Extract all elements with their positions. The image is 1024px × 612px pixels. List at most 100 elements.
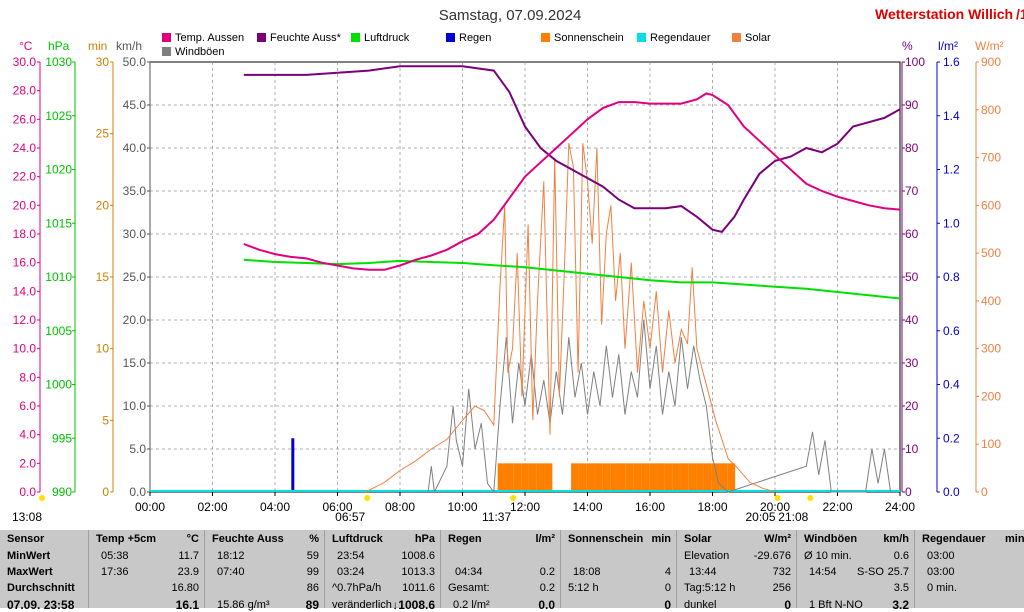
pressure-avg: 1011.6	[402, 582, 435, 594]
row-label-avg: Durchschnitt	[7, 582, 75, 594]
sunshine-bar	[657, 463, 665, 492]
humidity-max-time: 07:40	[217, 566, 245, 578]
axis-percent-tick-label: 80	[905, 141, 919, 155]
sunshine-bar	[544, 463, 553, 492]
axis-lm2-tick-label: 0.6	[943, 324, 960, 338]
axis-percent-tick-label: 0	[905, 485, 912, 499]
temp-now: 16.1	[175, 598, 199, 612]
temp-avg: 16.80	[171, 582, 199, 594]
legend-label: Windböen	[175, 46, 225, 58]
legend-label: Feuchte Auss*	[270, 32, 342, 44]
axis-celsius-tick-label: 22.0	[13, 170, 37, 184]
sunshine-unit: min	[651, 533, 671, 545]
col-humidity: Feuchte Auss % 18:12 59 07:40 99 86 15.8…	[204, 530, 325, 612]
axis-wm2-tick-label: 600	[981, 198, 1001, 212]
wind-title: Windböen	[804, 533, 858, 545]
wind-max-time: 14:54	[809, 566, 837, 578]
col-wind: Windböen km/h Ø 10 min. 0.6 14:54 S-SO 2…	[796, 530, 915, 612]
sunshine-bar	[633, 463, 642, 492]
axis-wm2-tick-label: 700	[981, 151, 1001, 165]
axis-celsius-tick-label: 6.0	[19, 399, 36, 413]
sunshine-bar	[719, 463, 728, 492]
axis-hpa-tick-label: 1005	[45, 324, 72, 338]
sunshine-bar	[578, 463, 587, 492]
axis-kmh-tick-label: 30.0	[123, 227, 147, 241]
col-pressure: Luftdruck hPa 23:54 1008.6 03:24 1013.3 …	[324, 530, 441, 612]
sunshine-bar	[711, 463, 720, 492]
temp-max-time: 17:36	[101, 566, 129, 578]
col-sunshine: Sonnenschein min 18:08 4 5:12 h 0 0	[560, 530, 677, 612]
axis-percent-tick-label: 50	[905, 270, 919, 284]
solar-line	[365, 143, 776, 493]
axis-kmh-tick-label: 50.0	[123, 55, 147, 69]
x-tick-label: 12:00	[510, 500, 540, 514]
col-rain: Regen l/m² 04:34 0.2 Gesamt: 0.2 0.2 l/m…	[440, 530, 561, 612]
sun-marker	[807, 495, 814, 501]
pressure-unit: hPa	[414, 533, 435, 545]
axis-celsius-tick-label: 18.0	[13, 227, 37, 241]
bar-series	[291, 438, 736, 492]
wind-avg10-label: Ø 10 min.	[804, 550, 852, 562]
sun-marker	[364, 495, 371, 501]
axis-lm2-tick-label: 0.0	[943, 485, 960, 499]
x-tick-label: 02:00	[197, 500, 227, 514]
x-axis: 00:00 02:00 04:00 06:00 08:00 10:00 12:00 14:00…	[135, 492, 915, 514]
axis-hpa-tick-label: 1025	[45, 109, 72, 123]
axis-celsius-tick-label: 12.0	[13, 313, 37, 327]
axis-celsius-tick-label: 2.0	[19, 456, 36, 470]
x-tick-label: 24:00	[885, 500, 915, 514]
axis-kmh-tick-label: 35.0	[123, 184, 147, 198]
axis-minutes-tick-label: 25	[96, 127, 110, 141]
sunshine-bar	[696, 463, 704, 492]
unit-percent: %	[902, 39, 913, 53]
axis-minutes-tick-label: 30	[96, 55, 110, 69]
pressure-title: Luftdruck	[332, 533, 383, 545]
rain-unit: l/m²	[535, 533, 555, 545]
sunshine-bar	[641, 463, 650, 492]
sunshine-hours: 5:12 h	[568, 582, 599, 594]
axis-celsius-tick-label: 24.0	[13, 141, 37, 155]
x-tick-label: 14:00	[572, 500, 602, 514]
legend-label: Regendauer	[650, 32, 711, 44]
x-tick-label: 20:00	[760, 500, 790, 514]
sun-event-label: 20:05	[745, 510, 775, 524]
sunshine-bar	[497, 463, 506, 492]
axis-percent-tick-label: 30	[905, 356, 919, 370]
col-temp: Temp +5cm °C 05:38 11.7 17:36 23.9 16.80…	[88, 530, 205, 612]
solar-state: dunkel	[684, 599, 717, 611]
sunshine-bar	[586, 463, 595, 492]
sunshine-bar	[672, 463, 681, 492]
axis-lm2-tick-label: 0.4	[943, 378, 960, 392]
x-tick-label: 22:00	[822, 500, 852, 514]
legend-swatch	[637, 33, 646, 42]
axis-kmh-tick-label: 40.0	[123, 141, 147, 155]
wind-now: 3.2	[892, 598, 909, 612]
sunshine-bar	[727, 463, 736, 492]
pressure-trend: ^0.7hPa/h	[332, 582, 382, 594]
axis-celsius-tick-label: 20.0	[13, 198, 37, 212]
humidity-title: Feuchte Auss	[212, 533, 284, 545]
pressure-line	[243, 258, 901, 300]
sun-event-label: 13:08	[12, 510, 42, 524]
solar-max: 732	[772, 566, 791, 578]
axis-kmh-tick-label: 5.0	[129, 442, 146, 456]
legend-swatch	[732, 33, 741, 42]
pressure-min-time: 23:54	[337, 550, 365, 562]
legend-label: Solar	[745, 32, 771, 44]
axis-wm2-tick-label: 0	[981, 485, 988, 499]
temp-unit: °C	[186, 533, 199, 545]
solar-day-label: Tag:5:12 h	[684, 582, 736, 594]
temp-line	[243, 92, 901, 271]
axis-percent-tick-label: 10	[905, 442, 919, 456]
axis-hpa-tick-label: 1010	[45, 270, 72, 284]
axis-wm2-tick-label: 500	[981, 246, 1001, 260]
legend-swatch	[162, 47, 171, 56]
axis-kmh-tick-label: 25.0	[123, 270, 147, 284]
axis-celsius-tick-label: 26.0	[13, 112, 37, 126]
row-label-now: 07.09. 23:58	[7, 598, 75, 612]
solar-unit: W/m²	[764, 533, 791, 545]
weather-chart: Samstag, 07.09.2024 Wetterstation Willic…	[12, 6, 1024, 524]
raindur-max: 03:00	[927, 566, 955, 578]
humidity-now: 89	[305, 598, 319, 612]
axis-celsius-tick-label: 0.0	[19, 485, 36, 499]
